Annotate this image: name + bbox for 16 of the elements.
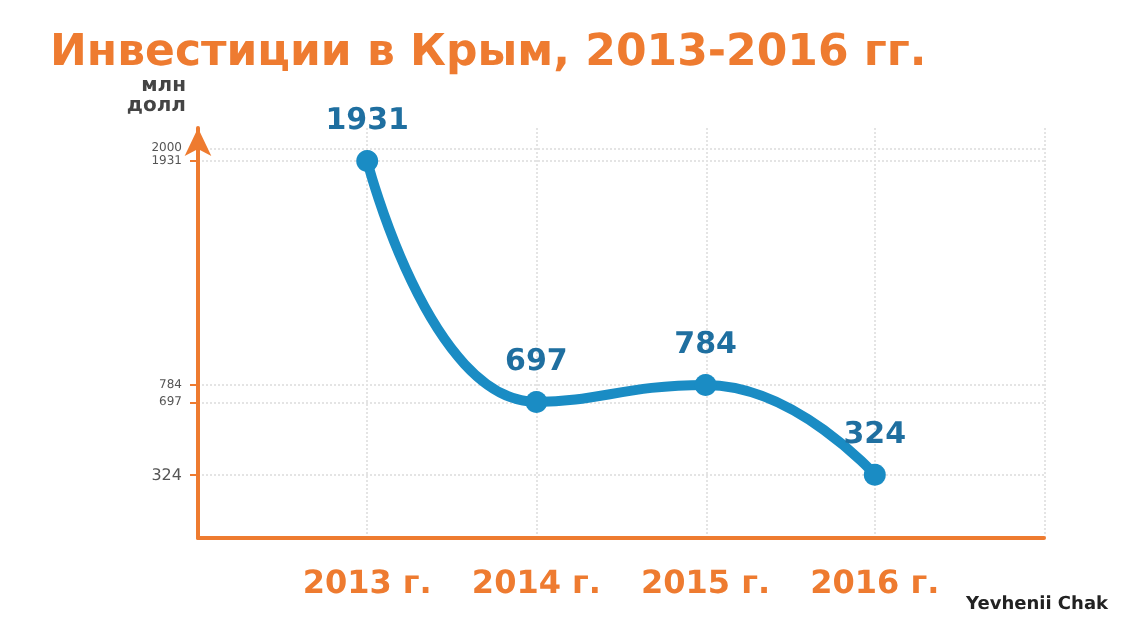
point bbox=[356, 150, 379, 172]
data-label: 784 bbox=[674, 324, 737, 361]
y-axis-title: млн долл bbox=[126, 75, 187, 117]
data-label: 1931 bbox=[325, 101, 409, 137]
data-label: 697 bbox=[505, 341, 568, 378]
x-tick-label: 2013 г. bbox=[302, 563, 432, 601]
x-tick-label: 2016 г. bbox=[810, 563, 940, 601]
point bbox=[863, 463, 886, 486]
point bbox=[694, 373, 717, 396]
y-tick-label: 324 bbox=[151, 465, 182, 484]
point bbox=[525, 390, 548, 413]
chart-title: Инвестиции в Крым, 2013-2016 гг. bbox=[50, 27, 927, 77]
data-label: 324 bbox=[843, 414, 907, 451]
text: Yevhenii Chak bbox=[964, 595, 1111, 615]
x-tick-label: 2014 г. bbox=[471, 563, 601, 601]
x-tick-label: 2015 г. bbox=[641, 563, 771, 601]
